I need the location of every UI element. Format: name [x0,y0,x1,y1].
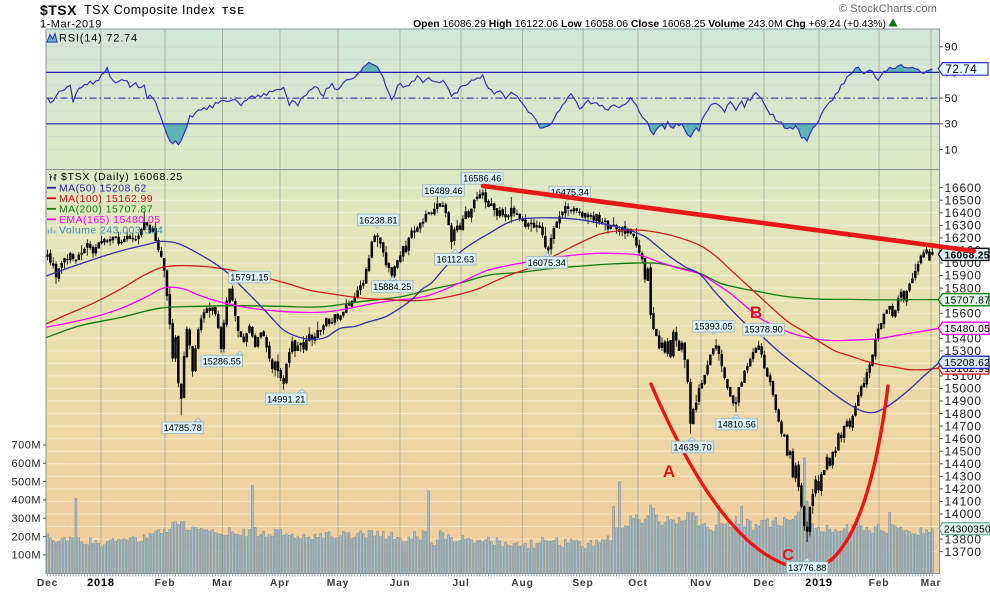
svg-text:May: May [327,578,349,589]
svg-text:Jun: Jun [390,578,411,589]
svg-text:Feb: Feb [869,578,890,589]
svg-text:Feb: Feb [155,578,176,589]
svg-text:16112.63: 16112.63 [437,255,475,265]
svg-text:TSE: TSE [222,6,245,17]
svg-text:600M: 600M [11,458,41,470]
svg-text:14000: 14000 [945,507,982,521]
svg-text:Volume 243,003,504: Volume 243,003,504 [59,226,163,237]
svg-text:14100: 14100 [945,495,982,509]
svg-text:A: A [663,462,675,481]
svg-text:15791.15: 15791.15 [230,273,268,283]
svg-text:16300: 16300 [945,219,982,233]
svg-text:1-Mar-2019: 1-Mar-2019 [40,19,102,31]
svg-text:2018: 2018 [87,577,115,589]
svg-text:15707.87: 15707.87 [945,296,990,307]
svg-text:10: 10 [945,144,958,156]
svg-text:MA(200) 15707.87: MA(200) 15707.87 [59,204,153,215]
svg-text:TSX Composite Index: TSX Composite Index [84,3,215,17]
svg-text:14300: 14300 [945,470,982,484]
svg-text:Mar: Mar [921,578,942,589]
svg-text:90: 90 [945,42,958,54]
svg-text:13700: 13700 [945,545,982,559]
svg-text:24300350: 24300350 [944,524,990,535]
svg-text:Nov: Nov [690,578,712,589]
svg-text:15480.05: 15480.05 [945,324,990,335]
svg-text:Sep: Sep [572,578,593,589]
svg-text:14900: 14900 [945,394,982,408]
svg-text:2019: 2019 [805,577,833,589]
svg-text:© StockCharts.com: © StockCharts.com [839,3,937,15]
svg-text:15000: 15000 [945,382,982,396]
svg-text:14810.56: 14810.56 [717,420,755,430]
svg-text:15884.25: 15884.25 [373,282,411,292]
svg-text:Aug: Aug [511,578,533,589]
svg-text:MA(50) 15208.62: MA(50) 15208.62 [59,183,147,194]
svg-text:15208.62: 15208.62 [945,358,990,369]
svg-text:14700: 14700 [945,419,982,433]
svg-text:200M: 200M [11,531,41,543]
svg-text:MA(100) 15162.99: MA(100) 15162.99 [59,194,153,205]
svg-text:16075.34: 16075.34 [528,258,566,268]
svg-text:50: 50 [945,93,958,105]
svg-text:100M: 100M [11,550,41,562]
svg-text:Dec: Dec [37,578,58,589]
svg-text:$TSX (Daily) 16068.25: $TSX (Daily) 16068.25 [61,172,183,183]
svg-text:14639.70: 14639.70 [673,442,711,452]
svg-text:14600: 14600 [945,432,982,446]
svg-text:Mar: Mar [212,578,233,589]
svg-text:500M: 500M [11,476,41,488]
svg-text:EMA(165) 15480.05: EMA(165) 15480.05 [59,215,161,226]
svg-text:15378.90: 15378.90 [744,325,782,335]
svg-text:14500: 14500 [945,444,982,458]
svg-text:14800: 14800 [945,407,982,421]
svg-text:Oct: Oct [628,578,648,589]
svg-text:14785.78: 14785.78 [164,423,202,433]
svg-text:$TSX: $TSX [40,2,77,18]
svg-text:16586.46: 16586.46 [463,174,501,184]
svg-text:15393.05: 15393.05 [694,322,732,332]
svg-text:16238.81: 16238.81 [359,215,397,225]
svg-text:14200: 14200 [945,482,982,496]
svg-text:16489.46: 16489.46 [424,186,462,196]
svg-text:16600: 16600 [945,181,982,195]
svg-text:Open 16086.29 High 16122.06 Lo: Open 16086.29 High 16122.06 Low 16058.06… [413,19,886,30]
svg-text:30: 30 [945,119,958,131]
svg-text:300M: 300M [11,513,41,525]
svg-text:16200: 16200 [945,231,982,245]
svg-text:16500: 16500 [945,193,982,207]
svg-text:15600: 15600 [945,306,982,320]
svg-text:14400: 14400 [945,457,982,471]
svg-text:700M: 700M [11,440,41,452]
svg-text:RSI(14) 72.74: RSI(14) 72.74 [59,33,138,45]
svg-text:B: B [750,303,762,322]
svg-text:400M: 400M [11,495,41,507]
svg-text:Apr: Apr [270,578,290,589]
svg-text:15900: 15900 [945,269,982,283]
svg-text:16400: 16400 [945,206,982,220]
svg-text:72.74: 72.74 [946,64,978,76]
svg-text:14991.21: 14991.21 [267,394,305,404]
svg-text:15286.55: 15286.55 [203,357,241,367]
svg-text:13776.88: 13776.88 [788,563,826,573]
svg-text:Jul: Jul [452,578,469,589]
svg-text:Dec: Dec [753,578,774,589]
